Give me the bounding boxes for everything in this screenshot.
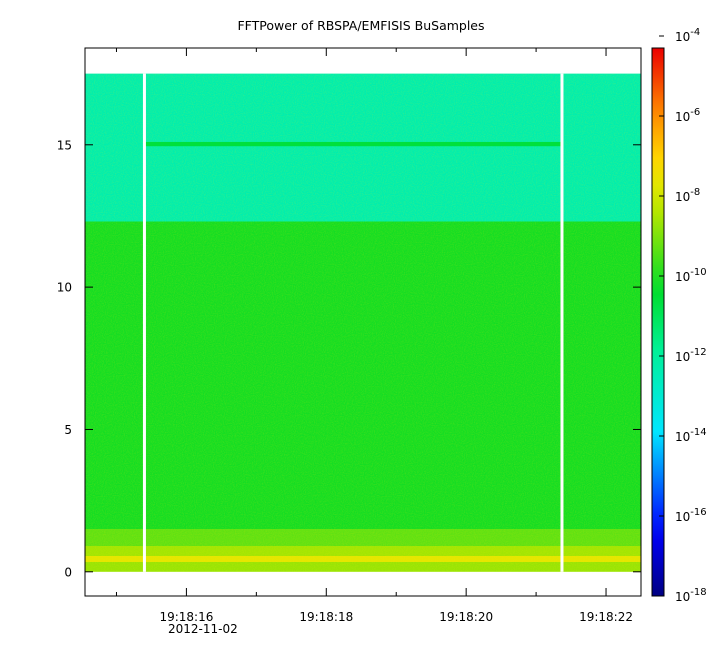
data-gap-2 [560, 73, 564, 572]
colorbar-tick-label: 10-4 [675, 27, 700, 44]
colorbar-gradient [652, 48, 664, 596]
colorbar: 10-4 10-6 10-8 10-10 10-12 10-14 10-16 10-18 [651, 27, 707, 604]
chart-title: FFTPower of RBSPA/EMFISIS BuSamples [237, 18, 484, 33]
y-tick-label: 5 [64, 423, 72, 437]
spectrogram-texture [85, 73, 641, 572]
y-axis: 0 5 10 15 [57, 138, 641, 579]
y-tick-label: 15 [57, 138, 72, 152]
colorbar-frame [651, 47, 665, 597]
x-date-label: 2012-11-02 [168, 622, 238, 636]
x-tick-label: 19:18:18 [299, 610, 353, 624]
colorbar-tick-label: 10-12 [675, 347, 707, 364]
data-gap-1 [142, 73, 146, 572]
x-tick-label: 19:18:16 [159, 610, 213, 624]
y-tick-label: 10 [57, 281, 72, 295]
x-tick-label: 19:18:22 [579, 610, 633, 624]
plot-frame [84, 47, 642, 597]
plot-layer [84, 47, 642, 597]
colorbar-tick-label: 10-14 [675, 427, 707, 444]
colorbar-tick-label: 10-8 [675, 187, 700, 204]
x-axis: 19:18:16 19:18:18 19:18:20 19:18:22 [115, 48, 633, 624]
colorbar-tick-label: 10-18 [675, 587, 707, 604]
colorbar-tick-label: 10-10 [675, 267, 707, 284]
y-tick-label: 0 [64, 565, 72, 579]
colorbar-tick-label: 10-16 [675, 507, 707, 524]
colorbar-tick-label: 10-6 [675, 107, 700, 124]
x-tick-label: 19:18:20 [439, 610, 493, 624]
spectral-line-15 [144, 141, 562, 147]
